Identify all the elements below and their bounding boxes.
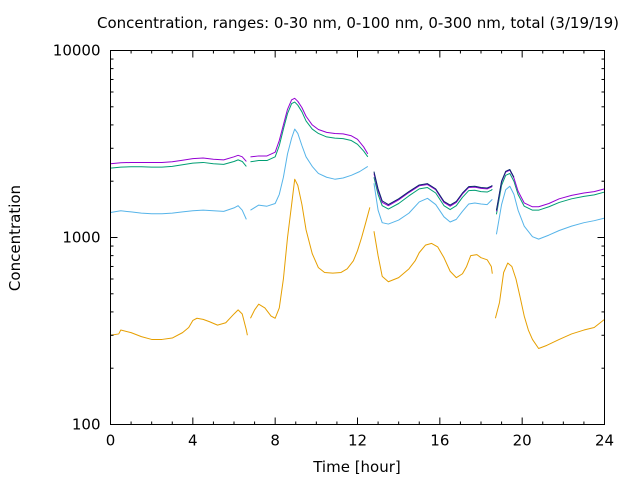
series-2-segment-4: [495, 185, 605, 240]
series-2-segment-1: [110, 205, 247, 220]
series-group: [110, 97, 605, 349]
x-tick-label: 16: [430, 432, 449, 450]
plot-frame: [110, 50, 605, 425]
series-4-segment-3: [373, 173, 493, 207]
plot-area: 0 4 8 12 16 20 24 100 1000 10000: [53, 42, 614, 450]
series-4-segment-1: [110, 154, 247, 165]
x-tick-label: 0: [106, 432, 116, 450]
series-1-segment-4: [494, 262, 605, 349]
series-2-segment-2: [250, 128, 369, 211]
x-tick-label: 20: [513, 432, 532, 450]
x-tick-label: 12: [348, 432, 367, 450]
y-tick-label: 10000: [53, 42, 101, 60]
x-axis-label: Time [hour]: [312, 458, 401, 476]
y-tick-label: 1000: [62, 229, 100, 247]
y-axis-label: Concentration: [6, 185, 24, 291]
series-3-segment-2: [250, 101, 369, 163]
series-4-segment-4: [495, 169, 605, 212]
y-tick-label: 100: [72, 416, 101, 434]
series-5-segment-2: [495, 169, 515, 211]
x-tick-label: 24: [595, 432, 614, 450]
series-4-segment-2: [250, 97, 369, 158]
series-1-segment-3: [373, 231, 493, 283]
ticks-group: 0 4 8 12 16 20 24 100 1000 10000: [53, 42, 614, 450]
series-1-segment-2: [250, 178, 371, 319]
series-3-segment-3: [373, 177, 493, 211]
series-3-segment-4: [495, 172, 605, 215]
series-2-segment-3: [373, 183, 493, 225]
series-3-segment-1: [110, 159, 247, 169]
series-5-segment-1: [373, 171, 493, 206]
series-1-segment-1: [110, 309, 248, 340]
chart-title: Concentration, ranges: 0-30 nm, 0-100 nm…: [97, 14, 619, 32]
x-tick-label: 8: [270, 432, 280, 450]
x-tick-label: 4: [188, 432, 198, 450]
